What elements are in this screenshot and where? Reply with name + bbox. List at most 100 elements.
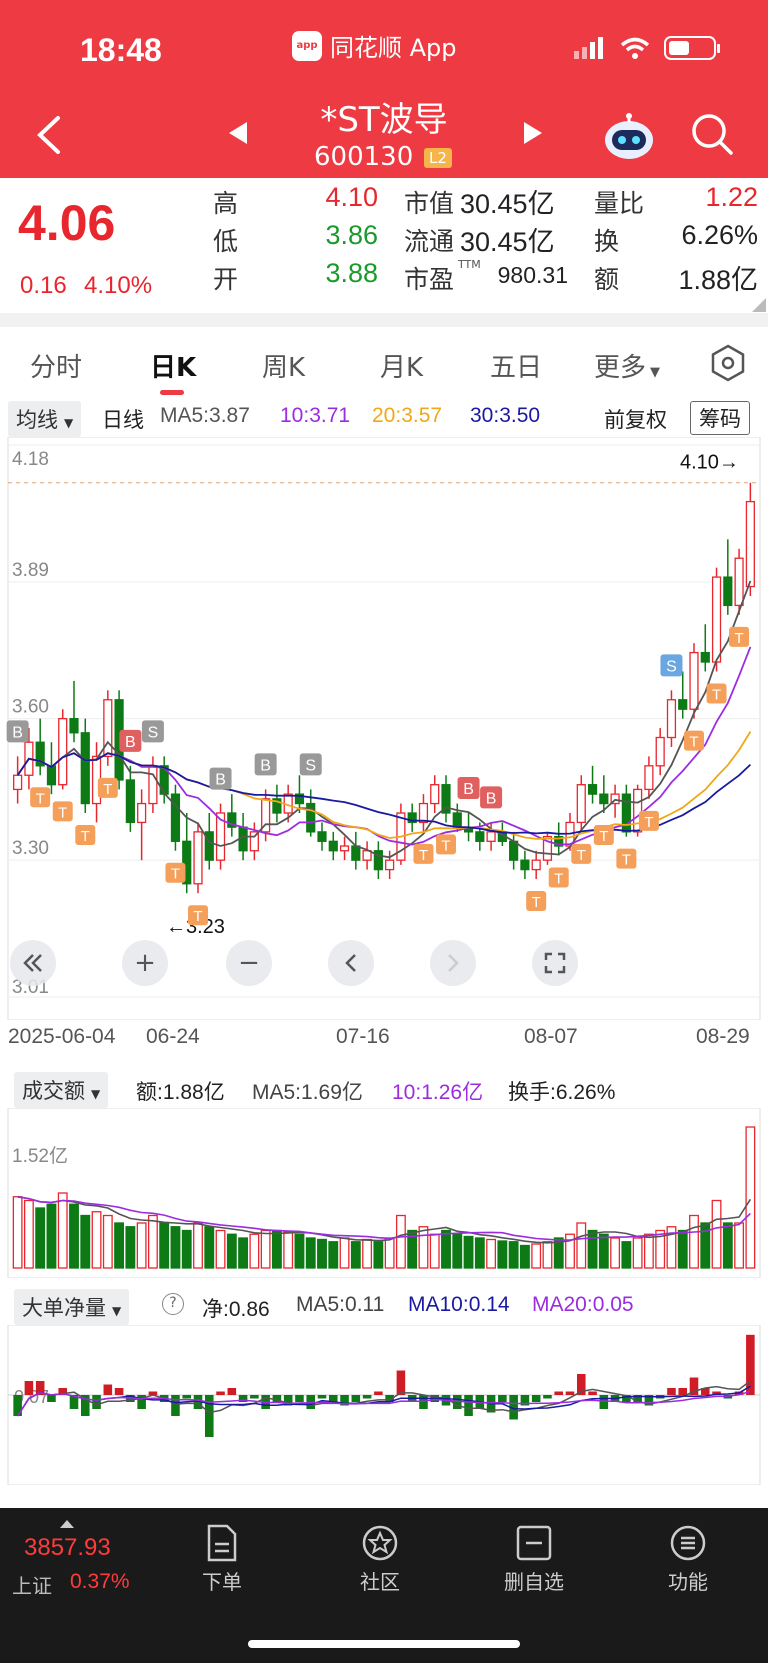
volume-bar <box>35 1207 46 1269</box>
zoom-out-button[interactable]: − <box>226 940 272 986</box>
prev-stock-button[interactable] <box>225 120 251 146</box>
signal-marker <box>436 834 456 855</box>
candle-body <box>373 850 383 871</box>
robot-assistant-icon[interactable] <box>600 112 658 162</box>
nav-order[interactable]: 下单 <box>172 1524 272 1595</box>
candle-body <box>249 831 259 852</box>
volume-indicator-dropdown[interactable]: 成交额 ▼ <box>14 1072 109 1108</box>
volume-bar <box>610 1237 621 1269</box>
flow-bar <box>509 1395 518 1420</box>
volume-bar <box>418 1226 429 1269</box>
chip-distribution-button[interactable]: 筹码 <box>690 401 750 435</box>
flow-bar <box>340 1395 349 1406</box>
ma-indicator-dropdown[interactable]: 均线 ▼ <box>8 401 82 437</box>
volume-ma5: MA5:1.69亿 <box>252 1081 363 1104</box>
settings-hexagon-icon[interactable] <box>708 343 748 383</box>
flow-bar <box>689 1377 699 1395</box>
candle-body <box>486 831 496 842</box>
search-button[interactable] <box>690 112 734 156</box>
tab-five-day[interactable]: 五日 <box>490 353 543 383</box>
signal-marker <box>413 843 434 864</box>
volume-bar <box>69 1203 79 1269</box>
chevron-down-icon: ▼ <box>64 416 74 430</box>
flow-bar <box>554 1391 564 1395</box>
volume-bar <box>452 1233 463 1269</box>
nav-functions[interactable]: 功能 <box>638 1524 738 1595</box>
index-change-pct: 0.37% <box>70 1570 130 1593</box>
double-chevron-left-icon <box>23 954 42 972</box>
signal-marker-label: T <box>577 847 586 864</box>
volume-bar <box>260 1229 271 1269</box>
tab-more-label: 更多 <box>594 353 647 383</box>
volume-bar <box>463 1235 474 1269</box>
volume-bar <box>12 1196 23 1269</box>
help-icon[interactable]: ? <box>162 1293 184 1315</box>
flow-bar <box>238 1395 248 1402</box>
chevron-down-icon: ▼ <box>91 1087 101 1101</box>
candle-body <box>35 741 45 767</box>
net-flow-chart[interactable]: 0.07 <box>0 1325 768 1485</box>
tab-daily-k[interactable]: 日K <box>150 353 197 383</box>
index-value[interactable]: 3857.93 <box>24 1534 111 1561</box>
adjust-mode[interactable]: 前复权 <box>604 409 667 432</box>
volume-chart[interactable]: 1.52亿 <box>0 1108 768 1278</box>
float-label: 流通 <box>404 227 455 256</box>
candle-body <box>294 793 305 805</box>
flow-bar <box>588 1391 597 1395</box>
flow-bar <box>92 1395 101 1409</box>
flow-bar <box>283 1395 293 1406</box>
volume-bar <box>91 1211 102 1269</box>
tab-intraday[interactable]: 分时 <box>30 353 83 383</box>
turnover-value: 6.26% <box>681 220 758 250</box>
wifi-icon <box>620 37 650 59</box>
volume-bar <box>339 1237 350 1269</box>
tab-weekly-k[interactable]: 周K <box>262 353 306 383</box>
low-label: 低 <box>213 227 239 256</box>
candle-body <box>599 793 609 805</box>
flow-indicator-dropdown[interactable]: 大单净量 ▼ <box>14 1289 130 1325</box>
volume-bar <box>125 1226 136 1269</box>
low-marker: ←3.23 <box>166 916 225 938</box>
volume-bar <box>147 1214 158 1269</box>
tab-monthly-k[interactable]: 月K <box>380 353 424 383</box>
volume-ma10-line <box>17 1196 751 1241</box>
flow-bar <box>746 1334 755 1395</box>
back-button[interactable] <box>30 112 70 158</box>
signal-marker <box>119 729 142 752</box>
collapse-left-button[interactable] <box>10 940 56 986</box>
expand-corner-icon[interactable] <box>750 298 766 312</box>
candle-body <box>475 831 485 842</box>
scroll-right-button[interactable] <box>430 940 476 986</box>
scroll-left-button[interactable] <box>328 940 374 986</box>
fullscreen-button[interactable] <box>532 940 578 986</box>
signal-marker-label: B <box>463 781 474 798</box>
flow-bar <box>374 1391 383 1395</box>
volume-bar <box>350 1241 361 1269</box>
flow-bar <box>204 1395 214 1437</box>
mktcap-value: 30.45亿 <box>460 189 555 219</box>
signal-marker <box>616 848 637 869</box>
menu-circle-icon <box>670 1525 706 1561</box>
tab-more[interactable]: 更多 ▼ <box>594 347 660 384</box>
nav-order-label: 下单 <box>202 1570 242 1594</box>
signal-marker-label: T <box>193 908 202 925</box>
signal-icon <box>574 37 603 59</box>
candle-body <box>678 699 688 710</box>
nav-remove-watchlist[interactable]: 删自选 <box>484 1524 584 1595</box>
volume-bar <box>170 1226 181 1269</box>
signal-marker <box>254 753 277 776</box>
kline-indicator-row: 均线 ▼ 日线 MA5:3.87 10:3.71 20:3.57 30:3.50 … <box>0 399 768 437</box>
flow-bar <box>103 1384 113 1395</box>
pe-value: 980.31 <box>497 262 568 288</box>
signal-marker <box>526 891 547 912</box>
zoom-in-button[interactable]: + <box>122 940 168 986</box>
volume-bar <box>598 1233 609 1269</box>
volume-bar <box>395 1214 406 1269</box>
signal-marker-label: T <box>532 894 541 911</box>
nav-community[interactable]: 社区 <box>330 1524 430 1595</box>
next-stock-button[interactable] <box>520 120 546 146</box>
active-tab-indicator <box>160 390 184 395</box>
flow-bar <box>565 1391 575 1395</box>
signal-marker <box>729 626 750 647</box>
